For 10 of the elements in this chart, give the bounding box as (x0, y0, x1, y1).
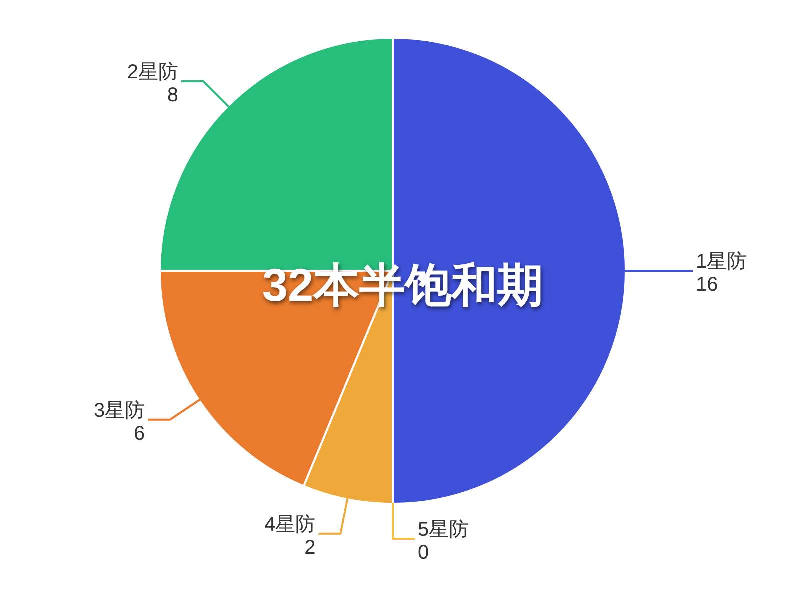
data-label: 2 (304, 536, 316, 559)
data-label: 16 (696, 274, 718, 296)
slice-label: 1星防 (696, 251, 748, 273)
legend-label: 5星防 (418, 519, 470, 541)
slice-label: 4星防 (264, 514, 316, 536)
data-label: 8 (167, 84, 178, 106)
slice-label: 2星防 (127, 61, 178, 84)
data-label: 6 (134, 422, 146, 445)
text: 0 (418, 542, 430, 564)
slice-label: 3星防 (94, 400, 146, 422)
